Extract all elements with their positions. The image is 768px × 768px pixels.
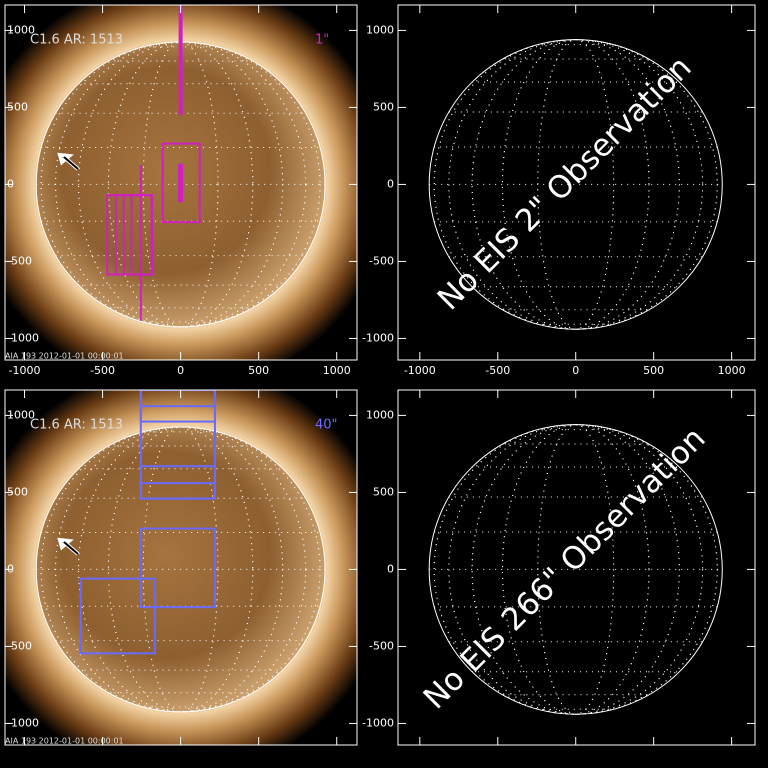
y-tick-label: 1000 [7,408,35,421]
longitude-line [501,39,650,330]
y-tick-label: 0 [7,562,14,575]
y-tick-label: 0 [387,177,394,190]
x-tick-label: 1000 [718,364,746,377]
y-tick-label: -1000 [7,716,39,729]
y-tick-label: -500 [369,639,394,652]
arrow-core [63,156,79,170]
footer: AIA 193 2012-01-01 00:00:01 [5,737,124,746]
y-tick-label: -1000 [7,331,39,344]
panel: No EIS 2" Observation-1000 -500 0 500 1000-1… [362,4,756,377]
y-tick-label: 1000 [366,408,394,421]
raster-box [139,527,216,609]
x-tick-label: -1000 [404,364,436,377]
x-tick-label: -1000 [9,364,41,377]
longitude-line [448,39,704,330]
y-tick-label: 0 [7,177,14,190]
panel-label: C1.6 AR: 1513 [30,418,123,433]
y-tick-label: -500 [7,639,32,652]
panel-label: C1.6 AR: 1513 [30,33,123,48]
background [398,5,755,360]
panel: C1.6 AR: 1513 40" AIA 193 2012-01-01 00:00… [4,389,358,746]
longitude-line [433,424,718,715]
plot-area [398,5,755,360]
y-tick-label: -1000 [362,716,394,729]
x-tick-label: 0 [177,364,184,377]
panel: C1.6 AR: 1513 1" AIA 193 2012-01-01 00:00:… [4,4,358,377]
longitude-line [78,426,284,713]
longitude-line [55,426,307,713]
longitude-line [107,426,254,713]
plot-area [5,390,357,745]
longitude-line [471,39,680,330]
x-tick-label: 500 [248,364,269,377]
x-tick-label: 500 [643,364,664,377]
raster-box [139,482,216,500]
longitude-line [537,39,615,330]
footer: AIA 193 2012-01-01 00:00:01 [5,352,124,361]
longitude-line [537,424,615,715]
x-tick-label: -500 [485,364,510,377]
longitude-line [40,426,321,713]
background [398,390,755,745]
arrow-core [63,541,79,555]
x-tick-label: -500 [90,364,115,377]
longitude-line [433,39,718,330]
y-tick-label: -1000 [362,331,394,344]
plot-area [398,390,755,745]
scale-label: 1" [315,33,329,48]
x-tick-label: 0 [572,364,579,377]
y-tick-label: 1000 [7,23,35,36]
y-tick-label: 1000 [366,23,394,36]
plot-area [5,5,357,360]
y-tick-label: 500 [373,100,394,113]
y-tick-label: 0 [387,562,394,575]
raster-box [139,390,216,408]
raster-box [79,577,156,655]
frame [397,389,756,746]
y-tick-label: -500 [369,254,394,267]
raster-box [161,142,201,224]
frame [397,4,756,361]
y-tick-label: 500 [7,485,28,498]
x-tick-label: 1000 [323,364,351,377]
y-tick-label: 500 [7,100,28,113]
y-tick-label: 500 [373,485,394,498]
longitude-line [448,424,704,715]
y-tick-label: -500 [7,254,32,267]
scale-label: 40" [315,418,338,433]
longitude-line [471,424,680,715]
longitude-line [501,424,650,715]
